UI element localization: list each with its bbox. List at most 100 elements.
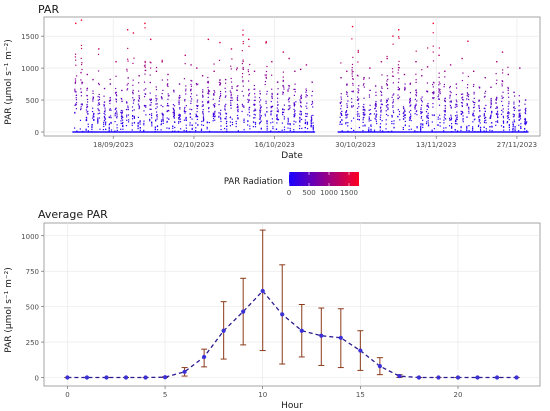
scatter-point — [133, 100, 135, 102]
scatter-point — [214, 105, 216, 107]
scatter-point — [80, 103, 82, 105]
scatter-point — [300, 102, 302, 104]
scatter-point — [472, 113, 475, 115]
scatter-point — [392, 99, 395, 101]
scatter-point — [144, 61, 146, 64]
scatter-point — [276, 117, 278, 119]
scatter-point — [479, 129, 482, 131]
scatter-point — [373, 129, 376, 131]
scatter-point — [275, 128, 278, 130]
scatter-point — [398, 37, 400, 39]
scatter-point — [358, 89, 360, 91]
scatter-point — [92, 116, 95, 118]
scatter-point — [143, 124, 145, 126]
scatter-point — [415, 110, 417, 113]
scatter-point — [294, 110, 296, 112]
scatter-point — [138, 106, 141, 108]
scatter-point — [502, 126, 505, 128]
scatter-point — [116, 112, 118, 114]
scatter-point — [512, 130, 514, 133]
scatter-point — [381, 104, 383, 106]
scatter-point — [512, 125, 514, 128]
scatter-point — [305, 96, 307, 98]
scatter-point — [103, 101, 106, 103]
scatter-point — [145, 93, 147, 95]
scatter-point — [352, 78, 354, 80]
scatter-point — [195, 130, 197, 132]
scatter-point — [484, 92, 486, 94]
scatter-point — [415, 91, 417, 93]
scatter-point — [137, 128, 139, 130]
scatter-point — [381, 86, 383, 88]
scatter-point — [145, 106, 147, 108]
scatter-point — [351, 98, 353, 100]
scatter-point — [144, 60, 146, 63]
scatter-point — [518, 113, 520, 115]
scatter-point — [154, 131, 156, 133]
scatter-point — [364, 110, 366, 112]
scatter-point — [116, 114, 118, 116]
scatter-point — [80, 79, 82, 81]
scatter-point — [185, 110, 187, 113]
legend: PAR Radiation 0 500 1000 1500 — [224, 172, 359, 197]
scatter-point — [439, 121, 441, 124]
scatter-point — [241, 62, 243, 65]
scatter-point — [92, 115, 94, 117]
scatter-point — [299, 116, 301, 119]
scatter-point — [491, 130, 493, 132]
scatter-point — [352, 70, 354, 73]
scatter-point — [310, 122, 312, 124]
scatter-point — [409, 117, 411, 119]
scatter-point — [508, 124, 510, 126]
scatter-point — [110, 122, 112, 124]
scatter-point — [86, 107, 88, 109]
scatter-point — [109, 109, 111, 111]
scatter-point — [301, 118, 303, 121]
scatter-point — [473, 97, 475, 99]
scatter-point — [524, 122, 526, 124]
scatter-point — [166, 117, 168, 119]
scatter-point — [196, 94, 198, 96]
scatter-point — [491, 126, 493, 128]
scatter-point — [183, 108, 186, 110]
scatter-point — [362, 119, 364, 121]
average-point — [338, 335, 343, 340]
scatter-point — [392, 102, 394, 104]
scatter-peak-point — [288, 57, 290, 60]
scatter-point — [414, 113, 416, 115]
scatter-point — [427, 112, 429, 114]
scatter-point — [397, 67, 400, 69]
scatter-point — [185, 119, 188, 121]
scatter-point — [248, 89, 250, 91]
scatter-point — [311, 90, 314, 92]
scatter-point — [131, 106, 134, 108]
top-scatter-points — [72, 19, 529, 133]
scatter-point — [271, 97, 273, 99]
scatter-point — [527, 131, 529, 133]
scatter-peak-point — [357, 51, 360, 53]
scatter-point — [304, 122, 307, 124]
scatter-point — [156, 118, 158, 120]
scatter-point — [145, 114, 147, 116]
scatter-point — [461, 102, 464, 104]
scatter-point — [241, 105, 244, 107]
scatter-point — [293, 103, 295, 105]
scatter-point — [225, 113, 227, 115]
scatter-point — [155, 103, 157, 105]
scatter-point — [299, 117, 301, 119]
scatter-peak-point — [86, 73, 88, 76]
scatter-point — [450, 116, 452, 118]
scatter-point — [346, 92, 348, 94]
scatter-point — [97, 102, 100, 104]
scatter-point — [161, 59, 163, 61]
scatter-point — [306, 115, 308, 118]
scatter-peak-point — [507, 73, 509, 76]
scatter-point — [281, 122, 283, 124]
scatter-point — [507, 66, 509, 68]
scatter-point — [167, 85, 169, 88]
scatter-point — [427, 122, 429, 124]
scatter-point — [229, 117, 231, 119]
scatter-point — [385, 128, 387, 130]
scatter-point — [190, 98, 193, 100]
